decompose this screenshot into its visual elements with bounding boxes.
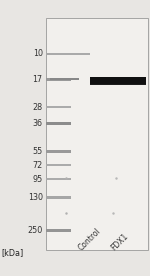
Bar (46, 150, 70, 153)
Text: 250: 250 (27, 225, 43, 235)
Text: 36: 36 (33, 119, 43, 128)
Bar (46, 122, 70, 125)
Bar (46, 229, 70, 232)
Bar (46, 18, 148, 250)
Text: 10: 10 (33, 49, 43, 59)
Text: 55: 55 (33, 147, 43, 156)
Text: 95: 95 (33, 174, 43, 184)
Text: FDX1: FDX1 (109, 232, 130, 253)
Text: 72: 72 (33, 161, 43, 170)
Bar (46, 78, 70, 81)
Bar (46, 106, 70, 108)
Bar (50, 53, 90, 55)
Bar (46, 164, 70, 166)
Text: Control: Control (77, 227, 103, 253)
Text: [kDa]: [kDa] (2, 248, 24, 257)
Bar (46, 197, 70, 199)
Bar (46, 53, 70, 55)
Bar (50, 78, 79, 80)
Text: 17: 17 (33, 75, 43, 84)
Text: 28: 28 (33, 103, 43, 112)
Bar (90, 77, 146, 85)
Text: 130: 130 (28, 193, 43, 202)
Bar (90, 84, 146, 85)
Bar (46, 178, 70, 180)
